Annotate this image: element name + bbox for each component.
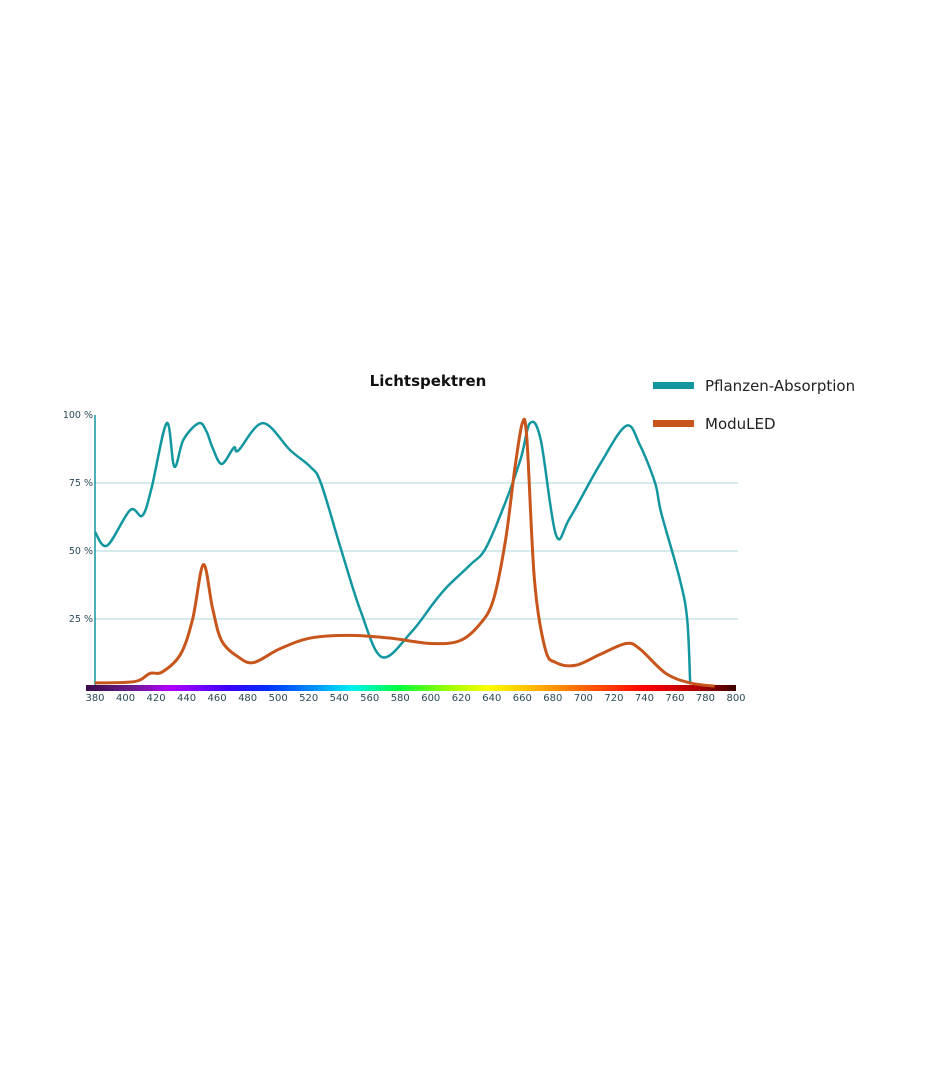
x-tick-label: 580 bbox=[391, 693, 410, 704]
x-tick-label: 660 bbox=[513, 693, 532, 704]
x-tick-label: 380 bbox=[85, 693, 104, 704]
series-line-plant-absorption bbox=[93, 420, 692, 685]
series-line-moduled bbox=[94, 417, 715, 688]
legend-swatch bbox=[653, 382, 694, 389]
legend-label: ModuLED bbox=[705, 415, 776, 433]
x-tick-label: 760 bbox=[665, 693, 684, 704]
x-tick-label: 520 bbox=[299, 693, 318, 704]
y-tick-label: 50 % bbox=[69, 546, 93, 557]
x-tick-label: 720 bbox=[604, 693, 623, 704]
y-tick-label: 75 % bbox=[69, 478, 93, 489]
x-tick-label: 800 bbox=[726, 693, 745, 704]
x-tick-label: 460 bbox=[208, 693, 227, 704]
legend-label: Pflanzen-Absorption bbox=[705, 377, 855, 395]
chart-title: Lichtspektren bbox=[370, 372, 487, 390]
x-tick-label: 700 bbox=[574, 693, 593, 704]
y-tick-label: 25 % bbox=[69, 614, 93, 625]
y-tick-label: 100 % bbox=[63, 410, 93, 421]
x-tick-label: 480 bbox=[238, 693, 257, 704]
x-tick-label: 640 bbox=[482, 693, 501, 704]
x-tick-label: 740 bbox=[635, 693, 654, 704]
legend-swatch bbox=[653, 420, 694, 427]
x-tick-label: 620 bbox=[452, 693, 471, 704]
x-tick-label: 680 bbox=[543, 693, 562, 704]
x-tick-label: 400 bbox=[116, 693, 135, 704]
x-tick-label: 500 bbox=[269, 693, 288, 704]
spectrum-bar bbox=[86, 685, 736, 691]
x-tick-label: 560 bbox=[360, 693, 379, 704]
x-tick-label: 540 bbox=[330, 693, 349, 704]
x-tick-label: 600 bbox=[421, 693, 440, 704]
x-tick-label: 420 bbox=[147, 693, 166, 704]
x-tick-label: 780 bbox=[696, 693, 715, 704]
x-tick-label: 440 bbox=[177, 693, 196, 704]
